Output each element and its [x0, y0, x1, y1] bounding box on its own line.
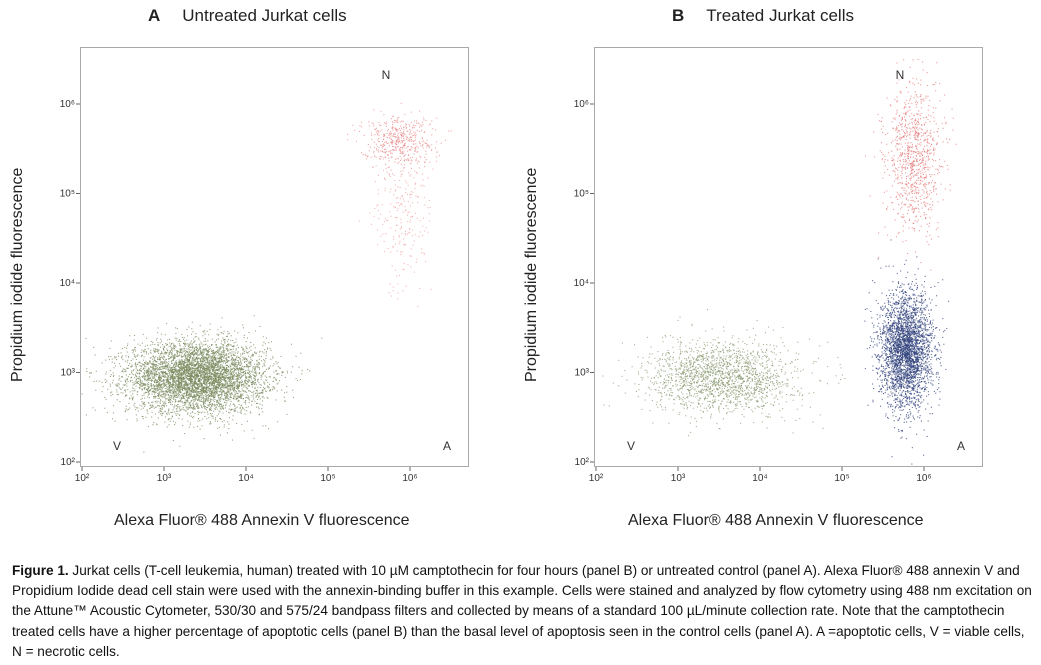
panel-b-population-viable	[602, 309, 846, 437]
panel-a-x-tick-label: 10²	[75, 473, 90, 484]
panel-a-quadrant-label-a: A	[443, 439, 451, 453]
panel-b-x-tick-label: 10⁶	[916, 473, 931, 484]
panel-b-y-tick-label: 10⁶	[574, 99, 589, 110]
panel-b-letter: B	[672, 6, 685, 25]
panel-b-title-text: Treated Jurkat cells	[706, 6, 854, 25]
panel-a-x-tick-label: 10⁵	[320, 473, 335, 484]
panel-a-x-tick-label: 10⁴	[238, 473, 253, 484]
panel-b-x-tick-label: 10³	[671, 473, 686, 484]
panel-b-y-tick-label: 10⁵	[574, 189, 589, 200]
panel-b-quadrant-label-n: N	[896, 68, 905, 82]
panel-a-population-viable	[81, 315, 323, 453]
panel-a-chart: 10² 10² 10³ 10³ 10⁴ 10⁴ 10⁵ 10⁵ 10⁶ 10⁶ N V A	[60, 68, 452, 484]
panel-a-y-tick-label: 10⁵	[60, 189, 75, 200]
caption-text: Jurkat cells (T-cell leukemia, human) tr…	[12, 563, 1032, 659]
panel-a-x-tick-label: 10⁶	[402, 473, 417, 484]
panel-a-y-tick-label: 10⁴	[60, 278, 75, 289]
panel-b-y-tick-label: 10⁴	[574, 278, 589, 289]
panel-a-quadrant-label-n: N	[382, 68, 391, 82]
panel-b-title: B Treated Jurkat cells	[672, 6, 854, 26]
panel-b-population-necrotic	[864, 58, 957, 271]
panel-a-x-tick-label: 10³	[157, 473, 172, 484]
panel-b-population-apoptotic	[864, 239, 950, 465]
panel-a-plot-frame	[80, 47, 469, 467]
caption-figure-label: Figure 1.	[12, 563, 69, 578]
panel-b-quadrant-label-v: V	[627, 439, 635, 453]
panel-a-y-tick-label: 10²	[61, 457, 76, 468]
panel-b-x-tick-label: 10²	[589, 473, 604, 484]
figure-caption: Figure 1. Jurkat cells (T-cell leukemia,…	[12, 561, 1036, 662]
panel-b-x-tick-label: 10⁴	[752, 473, 767, 484]
panel-a-x-axis-title: Alexa Fluor® 488 Annexin V fluorescence	[114, 512, 410, 529]
panel-b-x-tick-label: 10⁵	[834, 473, 849, 484]
panel-b-y-tick-label: 10²	[575, 457, 590, 468]
panel-b-y-tick-label: 10³	[575, 368, 590, 379]
panel-b-plot-frame	[594, 47, 983, 467]
panel-a-title: A Untreated Jurkat cells	[148, 6, 347, 26]
panel-a-letter: A	[148, 6, 161, 25]
panel-a-y-tick-label: 10³	[61, 368, 76, 379]
panel-b-quadrant-label-a: A	[957, 439, 965, 453]
panel-b-x-axis-title: Alexa Fluor® 488 Annexin V fluorescence	[628, 512, 924, 529]
panel-b-chart: 10² 10² 10³ 10³ 10⁴ 10⁴ 10⁵ 10⁵ 10⁶ 10⁶ N V A	[574, 58, 965, 484]
panel-a-title-text: Untreated Jurkat cells	[182, 6, 347, 25]
panel-a-quadrant-label-v: V	[113, 439, 121, 453]
panel-a-population-necrotic-tail	[358, 110, 438, 307]
panel-a-y-tick-label: 10⁶	[60, 99, 75, 110]
panel-a-population-necrotic	[347, 102, 452, 184]
